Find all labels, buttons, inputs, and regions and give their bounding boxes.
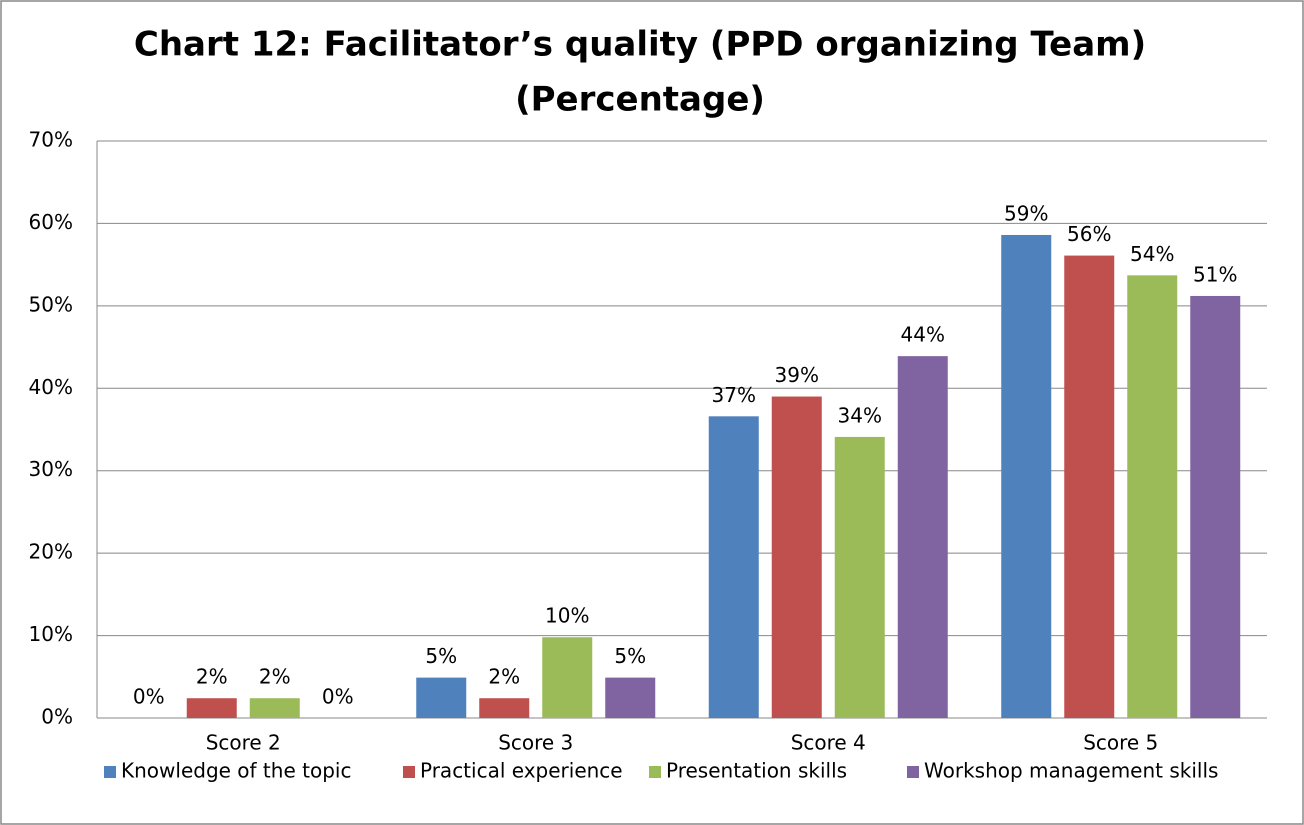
bar: [1190, 295, 1241, 718]
legend-swatch: [649, 766, 661, 778]
bar: [605, 677, 656, 718]
legend-label: Practical experience: [420, 759, 623, 783]
y-tick-label: 30%: [29, 457, 73, 481]
data-label: 59%: [1004, 201, 1048, 225]
x-tick-label: Score 5: [1083, 731, 1158, 755]
bar: [1127, 275, 1178, 718]
data-label: 5%: [614, 644, 646, 668]
legend-label: Knowledge of the topic: [121, 759, 351, 783]
y-tick-label: 0%: [41, 705, 73, 729]
bar: [1001, 234, 1052, 718]
data-label: 5%: [425, 644, 457, 668]
data-label: 0%: [322, 685, 354, 709]
legend-label: Workshop management skills: [924, 759, 1218, 783]
bar: [771, 396, 822, 718]
legend-label: Presentation skills: [666, 759, 847, 783]
bar: [249, 698, 300, 718]
data-label: 34%: [838, 403, 882, 427]
bar: [834, 436, 885, 718]
data-label: 44%: [901, 323, 945, 347]
x-tick-label: Score 2: [206, 731, 281, 755]
bar: [479, 698, 530, 718]
data-label: 54%: [1130, 242, 1174, 266]
data-label: 51%: [1193, 262, 1237, 286]
chart-title: Chart 12: Facilitator’s quality (PPD org…: [134, 25, 1146, 65]
data-label: 56%: [1067, 222, 1111, 246]
bar: [1064, 255, 1115, 718]
bar: [897, 356, 948, 718]
bar: [416, 677, 467, 718]
x-tick-label: Score 3: [498, 731, 573, 755]
y-tick-label: 60%: [29, 210, 73, 234]
legend-swatch: [403, 766, 415, 778]
y-tick-label: 10%: [29, 622, 73, 646]
chart-title: (Percentage): [515, 80, 765, 120]
x-tick-label: Score 4: [791, 731, 866, 755]
bar: [708, 416, 759, 718]
data-label: 2%: [259, 665, 291, 689]
y-tick-label: 20%: [29, 540, 73, 564]
bar: [186, 698, 237, 718]
legend-swatch: [907, 766, 919, 778]
data-label: 2%: [488, 665, 520, 689]
y-tick-label: 70%: [29, 128, 73, 152]
y-tick-label: 50%: [29, 292, 73, 316]
data-label: 37%: [712, 383, 756, 407]
bar: [542, 637, 593, 718]
y-tick-label: 40%: [29, 375, 73, 399]
data-label: 39%: [775, 363, 819, 387]
data-label: 2%: [196, 665, 228, 689]
data-label: 10%: [545, 604, 589, 628]
data-label: 0%: [133, 685, 165, 709]
legend-swatch: [104, 766, 116, 778]
